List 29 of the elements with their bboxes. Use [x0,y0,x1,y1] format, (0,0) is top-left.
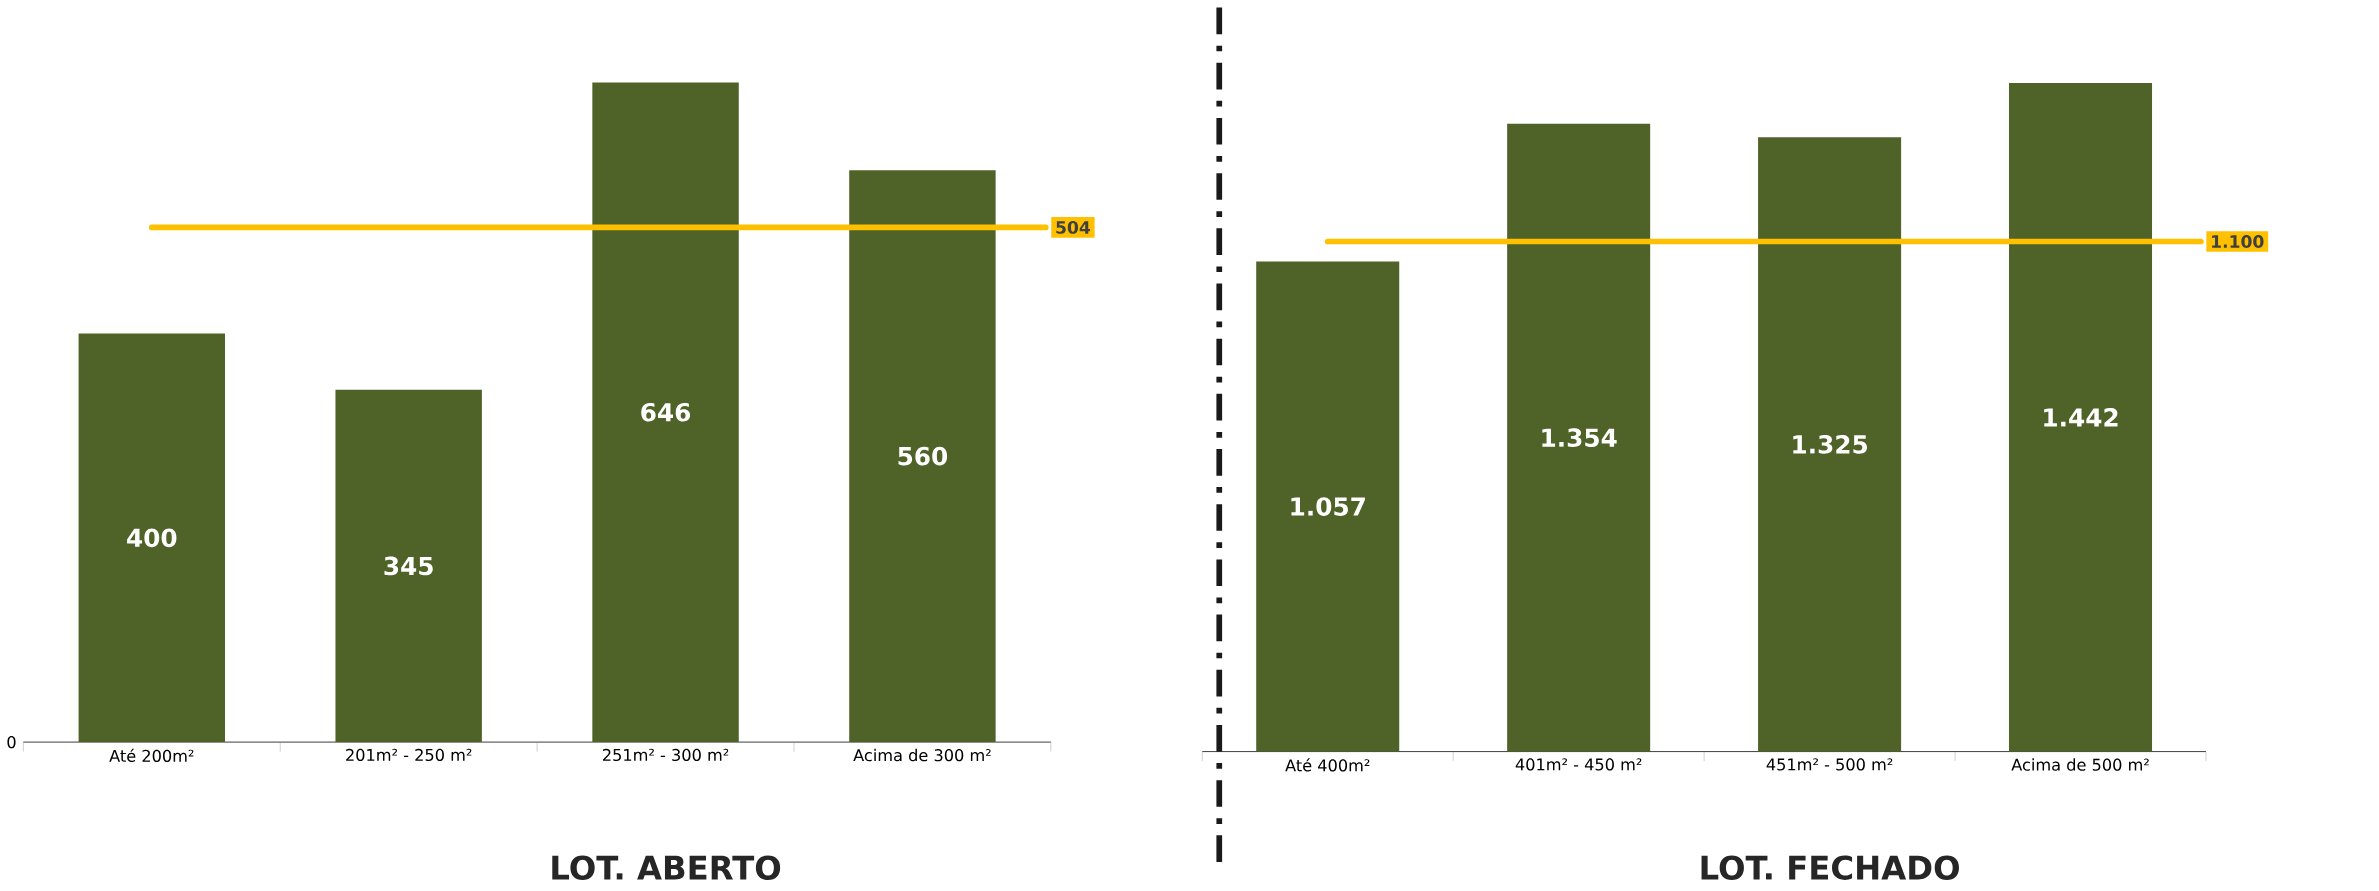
bar [2009,83,2153,752]
x-tick-label: 201m² - 250 m² [346,749,472,762]
bar [1758,137,1902,752]
x-tick-label: Acima de 300 m² [853,749,991,762]
data-label: 1.057 [1291,497,1365,517]
x-tick-label: 401m² - 450 m² [1515,758,1642,771]
bar [592,82,739,743]
data-label: 400 [127,528,177,548]
ref-line-label: 504 [1056,221,1091,235]
data-label: 1.325 [1793,435,1868,454]
data-label: 1.442 [2044,408,2118,427]
data-label: 1.354 [1542,428,1617,448]
data-label: 560 [898,447,948,466]
text: LOT. FECHADO [1701,855,1959,881]
text: LOT. ABERTO [552,855,781,881]
bar [335,390,482,743]
ref-line-label: 1.100 [2212,235,2264,249]
data-label: 646 [641,403,691,422]
bar [1256,261,1400,752]
x-tick-label: 251m² - 300 m² [603,749,729,762]
x-tick-label: Até 400m² [1285,758,1370,772]
x-tick-label: Até 200m² [109,749,194,763]
text: 0 [7,736,16,749]
x-tick-label: 451m² - 500 m² [1766,758,1893,771]
x-tick-label: Acima de 500 m² [2011,758,2149,772]
bar [849,170,996,743]
data-label: 345 [384,556,433,576]
bar [78,333,226,743]
bar [1507,123,1651,752]
